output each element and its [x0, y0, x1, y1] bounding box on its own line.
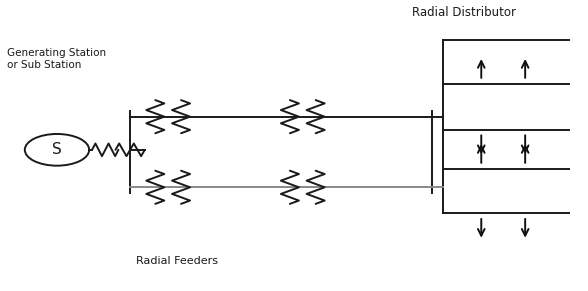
Text: Radial Distributor: Radial Distributor: [412, 6, 516, 19]
Text: Radial Feeders: Radial Feeders: [136, 256, 218, 266]
Text: Generating Station
or Sub Station: Generating Station or Sub Station: [7, 48, 106, 70]
Text: S: S: [52, 142, 62, 157]
